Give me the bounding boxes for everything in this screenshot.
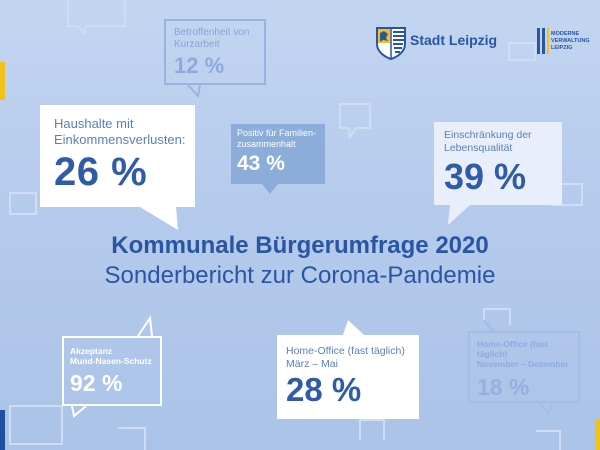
stat-label: Home-Office (fast täglich) März – Mai: [286, 345, 405, 370]
stat-bubble-familienzusammenhalt: Positiv für Familien- zusammenhalt 43 %: [231, 124, 325, 184]
stat-bubble-lebensqualitaet: Einschränkung der Lebensqualität 39 %: [434, 122, 562, 205]
stat-bubble-kurzarbeit: Betroffenheit von Kurzarbeit 12 %: [164, 19, 266, 85]
stat-value: 92 %: [70, 370, 123, 397]
stat-label: Betroffenheit von Kurzarbeit: [174, 27, 250, 50]
moderne-verwaltung-logo-text: MODERNE VERWALTUNG LEIPZIG: [551, 31, 590, 51]
stat-label: Home-Office (fast täglich) November – De…: [477, 339, 569, 370]
leipzig-coat-of-arms-icon: [376, 27, 406, 60]
stat-value: 26 %: [54, 150, 148, 195]
city-logo-text: Stadt Leipzig: [410, 32, 498, 48]
edge-accent-yellow: [0, 62, 5, 100]
stat-bubble-homeoffice-herbst: Home-Office (fast täglich) November – De…: [468, 331, 580, 403]
stat-value: 43 %: [237, 151, 285, 175]
stat-value: 39 %: [444, 156, 527, 198]
edge-accent-blue: [0, 410, 5, 450]
stat-value: 12 %: [174, 53, 225, 78]
edge-accent-yellow-bottom: [595, 420, 600, 450]
report-subtitle: Sonderbericht zur Corona-Pandemie: [104, 262, 496, 289]
stat-bubble-homeoffice-fruehjahr: Home-Office (fast täglich) März – Mai 28…: [277, 335, 419, 419]
stat-label: Akzeptanz Mund-Nasen-Schutz: [70, 346, 152, 367]
stat-label: Haushalte mit Einkommensverlusten:: [54, 116, 186, 147]
stat-bubble-mund-nasen-schutz: Akzeptanz Mund-Nasen-Schutz 92 %: [62, 336, 162, 406]
stat-label: Einschränkung der Lebensqualität: [444, 129, 532, 154]
stat-bubble-einkommensverluste: Haushalte mit Einkommensverlusten: 26 %: [40, 105, 195, 207]
moderne-verwaltung-logo-icon: [537, 28, 549, 54]
stat-value: 18 %: [477, 373, 530, 400]
stat-label: Positiv für Familien- zusammenhalt: [237, 128, 317, 149]
report-title: Kommunale Bürgerumfrage 2020: [111, 232, 489, 259]
stat-value: 28 %: [286, 371, 362, 409]
